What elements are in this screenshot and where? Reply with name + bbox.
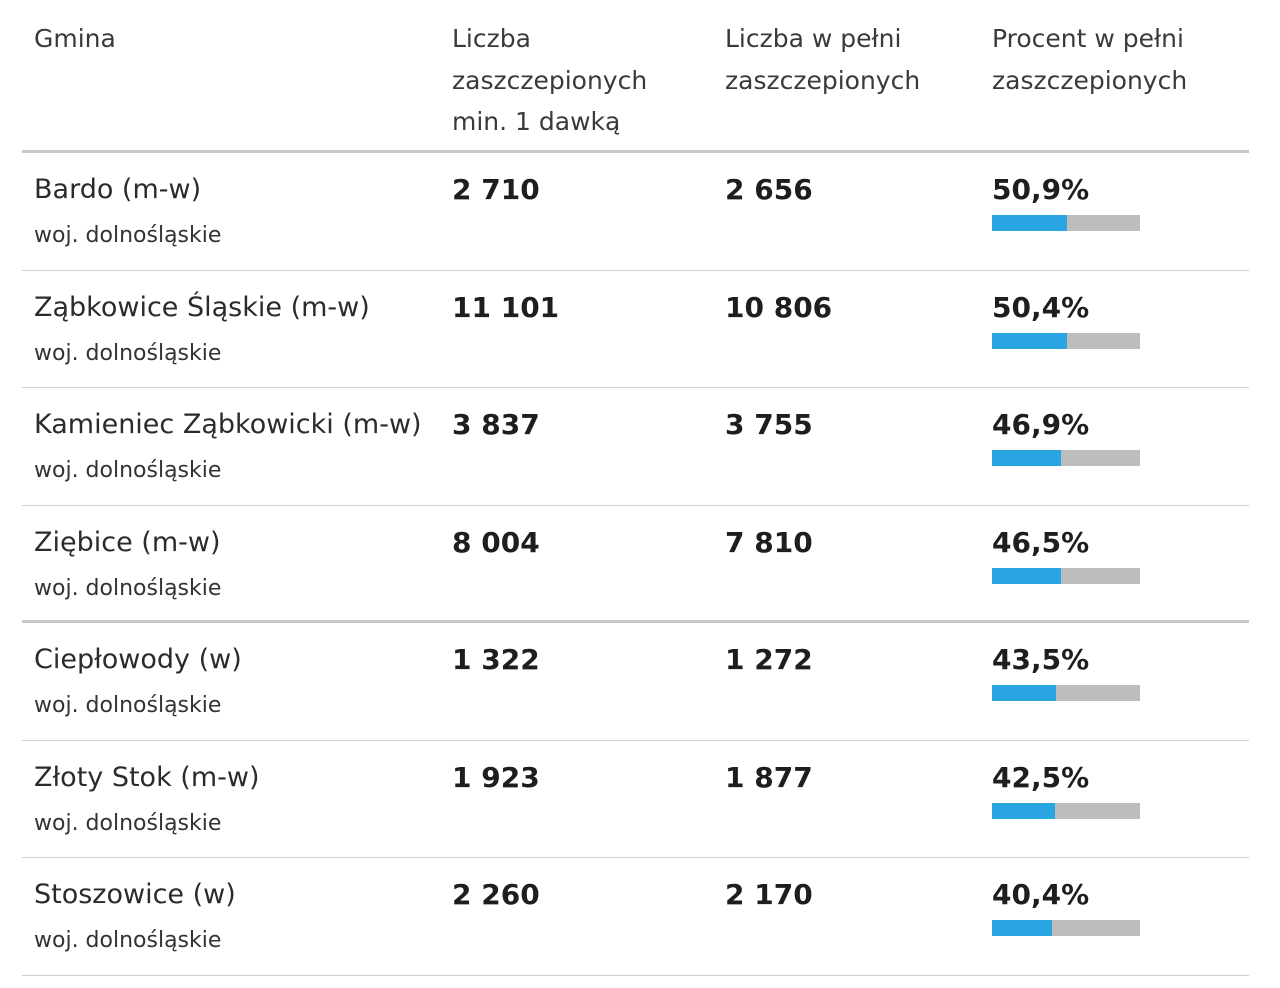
table-row: Złoty Stok (m-w) woj. dolnośląskie 1 923… [22,741,1249,858]
percent-bar [992,332,1140,349]
percent-bar-fill [992,802,1055,819]
row-region: woj. dolnośląskie [34,223,222,248]
row-name: Ziębice (m-w) [34,526,221,558]
table-row: Bardo (m-w) woj. dolnośląskie 2 710 2 65… [22,153,1249,271]
row-full: 1 272 [725,643,813,676]
percent-bar-fill [992,332,1067,349]
header-full-count: Liczba w pełni zaszczepionych [725,24,921,95]
percent-bar [992,567,1140,584]
percent-bar-fill [992,685,1057,701]
percent-bar-fill [992,450,1062,466]
table-row: Ziębice (m-w) woj. dolnośląskie 8 004 7 … [22,506,1249,623]
row-full: 10 806 [725,290,833,324]
header-gmina: Gmina [34,24,116,53]
row-region: woj. dolnośląskie [34,458,222,483]
percent-bar-fill [992,567,1061,584]
table-row: Kamieniec Ząbkowicki (m-w) woj. dolnoślą… [22,388,1249,506]
row-percent: 50,9% [992,173,1090,206]
row-dose1: 1 322 [452,643,540,676]
row-dose1: 2 260 [452,878,540,911]
row-percent: 43,5% [992,643,1090,676]
row-name: Stoszowice (w) [34,879,236,910]
row-name: Ciepłowody (w) [34,644,242,675]
row-dose1: 2 710 [452,173,540,206]
table-row: Ciepłowody (w) woj. dolnośląskie 1 322 1… [22,623,1249,741]
row-region: woj. dolnośląskie [34,810,222,836]
percent-bar-fill [992,215,1068,231]
percent-bar [992,215,1140,231]
row-region: woj. dolnośląskie [34,928,222,953]
row-percent: 46,5% [992,525,1090,559]
header-full-percent: Procent w pełni zaszczepionych [992,24,1188,95]
row-percent: 40,4% [992,878,1090,911]
row-percent: 50,4% [992,290,1090,324]
row-percent: 46,9% [992,408,1090,441]
row-full: 3 755 [725,408,813,441]
row-name: Ząbkowice Śląskie (m-w) [34,291,370,323]
row-percent: 42,5% [992,760,1090,794]
row-name: Kamieniec Ząbkowicki (m-w) [34,409,422,440]
row-full: 7 810 [725,525,813,559]
table-header: Gmina Liczba zaszczepionych min. 1 dawką… [22,0,1249,153]
row-name: Złoty Stok (m-w) [34,761,260,793]
row-full: 2 170 [725,878,813,911]
row-region: woj. dolnośląskie [34,340,222,366]
table-row: Stoszowice (w) woj. dolnośląskie 2 260 2… [22,858,1249,976]
row-name: Bardo (m-w) [34,174,202,205]
row-full: 2 656 [725,173,813,206]
row-dose1: 3 837 [452,408,540,441]
percent-bar [992,685,1140,701]
table-row: Ząbkowice Śląskie (m-w) woj. dolnośląski… [22,271,1249,388]
row-full: 1 877 [725,760,813,794]
row-region: woj. dolnośląskie [34,575,222,601]
percent-bar [992,920,1140,936]
row-dose1: 11 101 [452,290,560,324]
row-dose1: 1 923 [452,760,540,794]
header-dose1-count: Liczba zaszczepionych min. 1 dawką [452,24,648,136]
row-region: woj. dolnośląskie [34,693,222,718]
percent-bar [992,802,1140,819]
vaccination-table: Gmina Liczba zaszczepionych min. 1 dawką… [22,0,1249,976]
percent-bar-fill [992,920,1052,936]
row-dose1: 8 004 [452,525,540,559]
table-body: Bardo (m-w) woj. dolnośląskie 2 710 2 65… [22,153,1249,976]
percent-bar [992,450,1140,466]
